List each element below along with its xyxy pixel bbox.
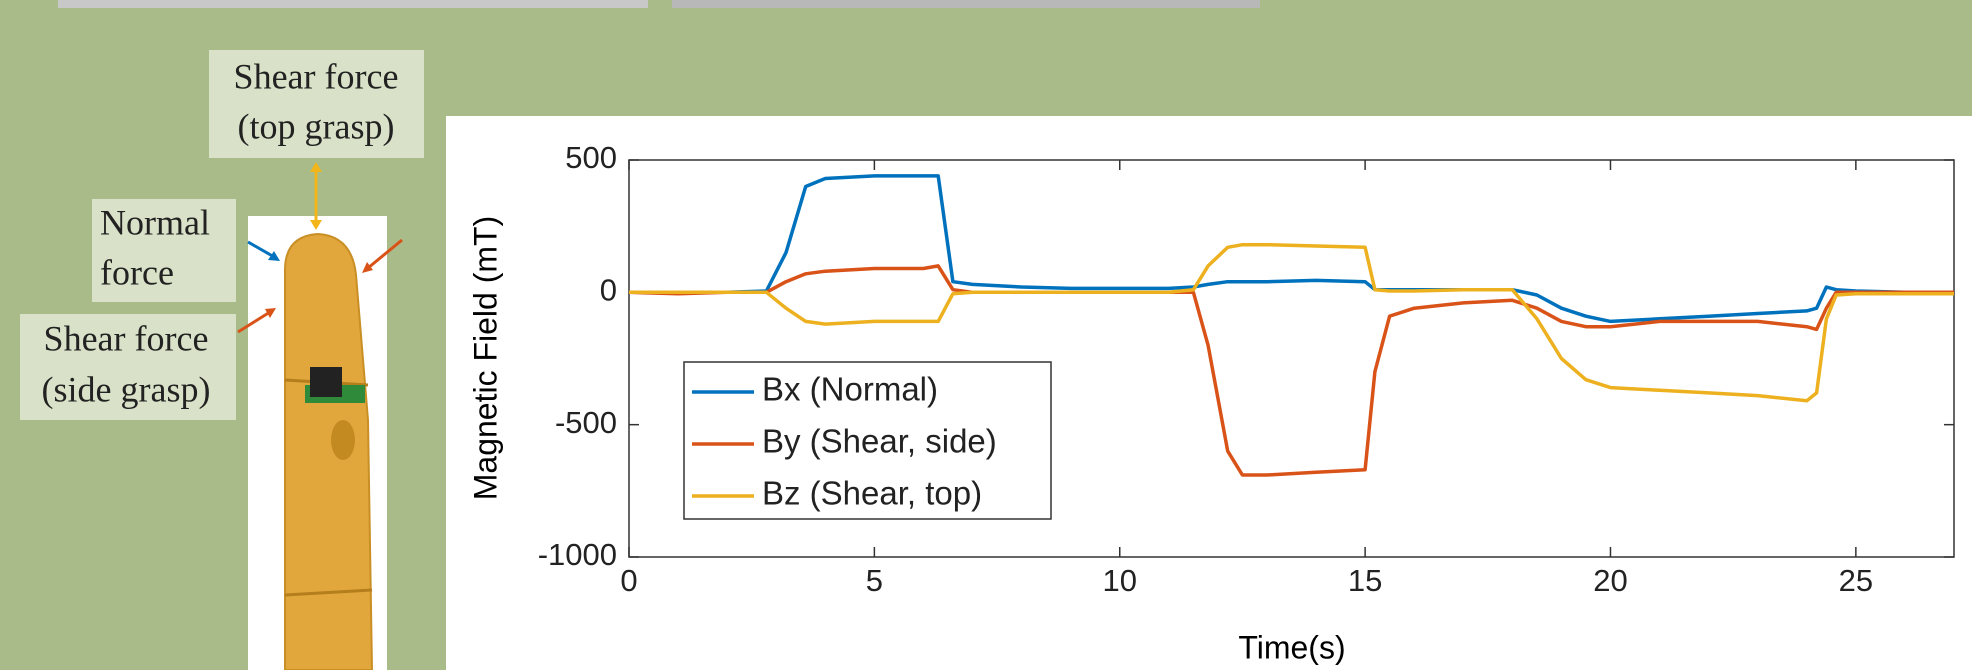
series-line [628,264,1954,477]
finger [284,232,374,670]
label-box [92,199,236,302]
diagram-label: Normal [100,202,210,242]
label-box [20,314,236,420]
top-bar [672,0,1260,8]
series-line [629,174,1954,324]
y-tick-label: 500 [565,140,617,175]
chart-panel [446,116,1972,670]
legend-label: Bx (Normal) [762,371,938,408]
x-tick-label: 25 [1839,563,1873,598]
y-tick-label: -1000 [538,537,617,572]
legend-box [683,361,1052,520]
diagram-label: Shear force [44,318,209,358]
x-axis-label: Time(s) [1238,629,1345,665]
series-line [629,242,1954,403]
diagram-label: (top grasp) [238,106,395,146]
legend-label: By (Shear, side) [762,423,997,460]
arrow-head [362,262,373,273]
label-box [209,50,424,158]
y-tick-label: 0 [600,273,617,308]
top-bar [58,0,648,8]
legend-label: Bz (Shear, top) [762,475,982,512]
finger-hole [331,420,355,460]
arrow [367,238,403,270]
y-axis-label: Magnetic Field (mT) [467,216,503,501]
diagram-label: Shear force [234,56,399,96]
x-tick-label: 20 [1593,563,1627,598]
plot-frame [628,159,1955,558]
x-tick-label: 5 [866,563,883,598]
diagram-label: (side grasp) [42,369,211,409]
diagram-label: force [100,252,174,292]
y-tick-label: -500 [555,405,617,440]
arrow-head [268,251,280,261]
x-tick-label: 0 [620,563,637,598]
x-tick-label: 15 [1348,563,1382,598]
arrow [237,310,271,334]
x-tick-label: 10 [1102,563,1136,598]
sensor [310,367,342,397]
finger-joint [284,588,373,597]
arrow-head [265,308,276,318]
